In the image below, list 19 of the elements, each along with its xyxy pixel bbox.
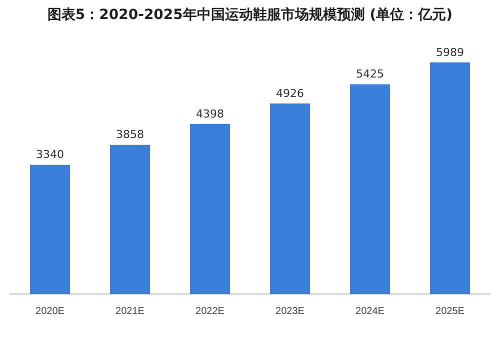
- bar: [110, 144, 150, 294]
- bar: [350, 84, 390, 294]
- x-tick-label: 2021E: [116, 306, 145, 317]
- data-label: 3340: [36, 148, 64, 162]
- data-label: 5425: [356, 68, 384, 81]
- bar: [270, 104, 310, 294]
- x-tick-label: 2025E: [436, 306, 465, 317]
- x-tick-label: 2022E: [196, 306, 225, 317]
- x-tick-label: 2024E: [356, 306, 385, 317]
- data-label: 4926: [276, 86, 304, 100]
- data-label: 3858: [116, 128, 144, 142]
- x-tick-label: 2023E: [276, 306, 305, 317]
- bar: [430, 62, 470, 294]
- data-label: 4398: [196, 107, 224, 120]
- chart-title: 图表5：2020-2025年中国运动鞋服市场规模预测 (单位：亿元): [46, 6, 454, 24]
- x-tick-label: 2020E: [36, 306, 65, 317]
- data-label: 5989: [436, 46, 464, 59]
- bar: [190, 124, 230, 294]
- bar: [30, 164, 70, 294]
